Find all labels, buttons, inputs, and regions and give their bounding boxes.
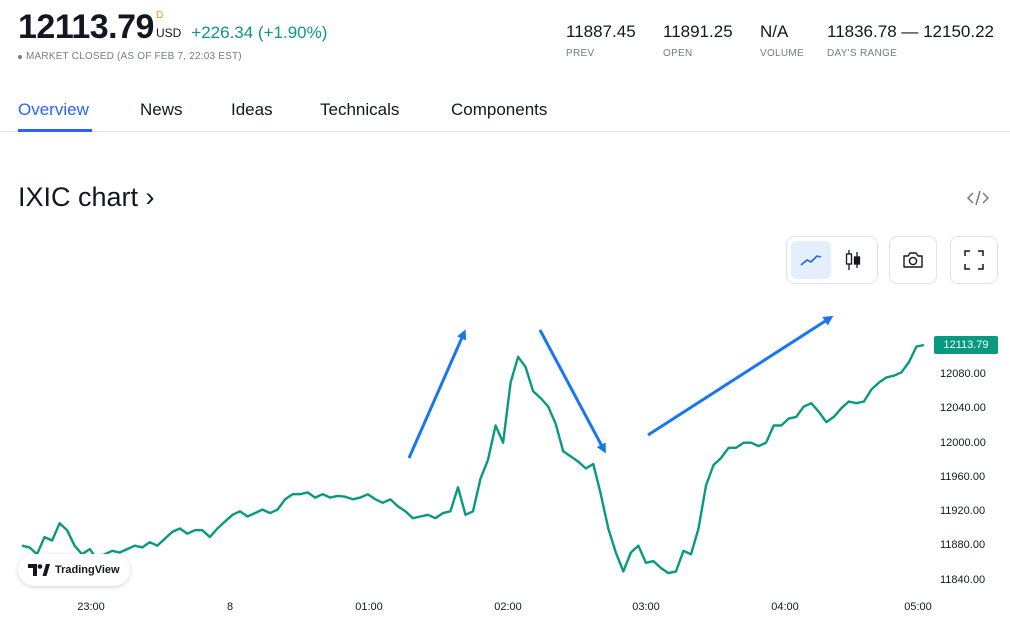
- x-tick: 04:00: [771, 601, 799, 613]
- last-price-tag: 12113.79: [934, 336, 998, 354]
- chart-title-link[interactable]: IXIC chart ›: [18, 182, 155, 212]
- arrow-up-1: [407, 329, 467, 459]
- stat-open-value: 11891.25: [663, 22, 733, 41]
- tab-components[interactable]: Components: [451, 100, 548, 119]
- tradingview-logo-text: TradingView: [55, 564, 120, 576]
- stat-volume: N/A VOLUME: [760, 22, 804, 59]
- status-dot-icon: [18, 54, 22, 59]
- stat-days-range: 11836.78 — 12150.22 DAY'S RANGE: [827, 22, 994, 59]
- quote-header: 12113.79 D USD +226.34 (+1.90%) MARKET C…: [18, 8, 327, 62]
- arrow-up-2: [647, 315, 834, 437]
- candle-style-button[interactable]: [833, 241, 873, 279]
- currency-col: D USD: [156, 10, 181, 40]
- y-tick: 11960.00: [940, 471, 986, 483]
- stat-prev-label: PREV: [566, 48, 595, 59]
- price-row: 12113.79 D USD +226.34 (+1.90%): [18, 8, 327, 46]
- candlestick-icon: [845, 250, 861, 270]
- tab-bar: Overview News Ideas Technicals Component…: [0, 96, 1010, 132]
- stat-volume-value: N/A: [760, 22, 789, 41]
- market-status: MARKET CLOSED (AS OF FEB 7, 22:03 EST): [18, 51, 327, 62]
- tradingview-badge[interactable]: TradingView: [18, 554, 130, 586]
- currency-label: USD: [155, 26, 182, 40]
- y-tick: 12040.00: [940, 402, 986, 414]
- stat-open-label: OPEN: [663, 48, 693, 59]
- arrow-down: [538, 329, 606, 454]
- annotation-arrows: [407, 315, 834, 459]
- stat-open: 11891.25 OPEN: [663, 22, 733, 59]
- tab-technicals[interactable]: Technicals: [320, 100, 400, 119]
- stat-prev: 11887.45 PREV: [566, 22, 636, 59]
- x-tick: 8: [226, 601, 234, 613]
- tab-overview[interactable]: Overview: [18, 100, 89, 119]
- code-embed-icon[interactable]: [966, 188, 990, 208]
- y-tick: 12080.00: [940, 368, 986, 380]
- camera-icon: [903, 252, 923, 268]
- y-tick: 11920.00: [940, 505, 986, 517]
- price-change: +226.34 (+1.90%): [191, 23, 328, 42]
- tab-ideas[interactable]: Ideas: [231, 100, 273, 119]
- delayed-badge: D: [155, 10, 164, 21]
- x-tick: 02:00: [494, 601, 522, 613]
- snapshot-button[interactable]: [889, 236, 937, 284]
- x-tick: 03:00: [632, 601, 660, 613]
- price-chart[interactable]: [0, 290, 1010, 600]
- fullscreen-button[interactable]: [950, 236, 998, 284]
- stat-prev-value: 11887.45: [566, 22, 636, 41]
- market-status-text: MARKET CLOSED (AS OF FEB 7, 22:03 EST): [26, 51, 242, 62]
- x-tick: 23:00: [77, 601, 105, 613]
- tab-news[interactable]: News: [140, 100, 183, 119]
- line-style-button[interactable]: [791, 241, 831, 279]
- stat-days-range-value: 11836.78 — 12150.22: [827, 22, 994, 41]
- line-chart-icon: [800, 255, 822, 266]
- stat-volume-label: VOLUME: [760, 48, 805, 59]
- active-tab-indicator: [18, 129, 92, 132]
- last-price: 12113.79: [18, 8, 154, 46]
- x-tick: 01:00: [355, 601, 383, 613]
- y-tick: 11880.00: [940, 539, 986, 551]
- tradingview-logo-icon: [28, 564, 50, 576]
- fullscreen-icon: [964, 250, 984, 270]
- stat-days-range-label: DAY'S RANGE: [827, 48, 898, 59]
- x-tick: 05:00: [904, 601, 932, 613]
- chart-style-toggle: [786, 236, 878, 284]
- price-series-line: [21, 343, 925, 575]
- y-tick: 11840.00: [940, 574, 986, 586]
- y-tick: 12000.00: [940, 437, 986, 449]
